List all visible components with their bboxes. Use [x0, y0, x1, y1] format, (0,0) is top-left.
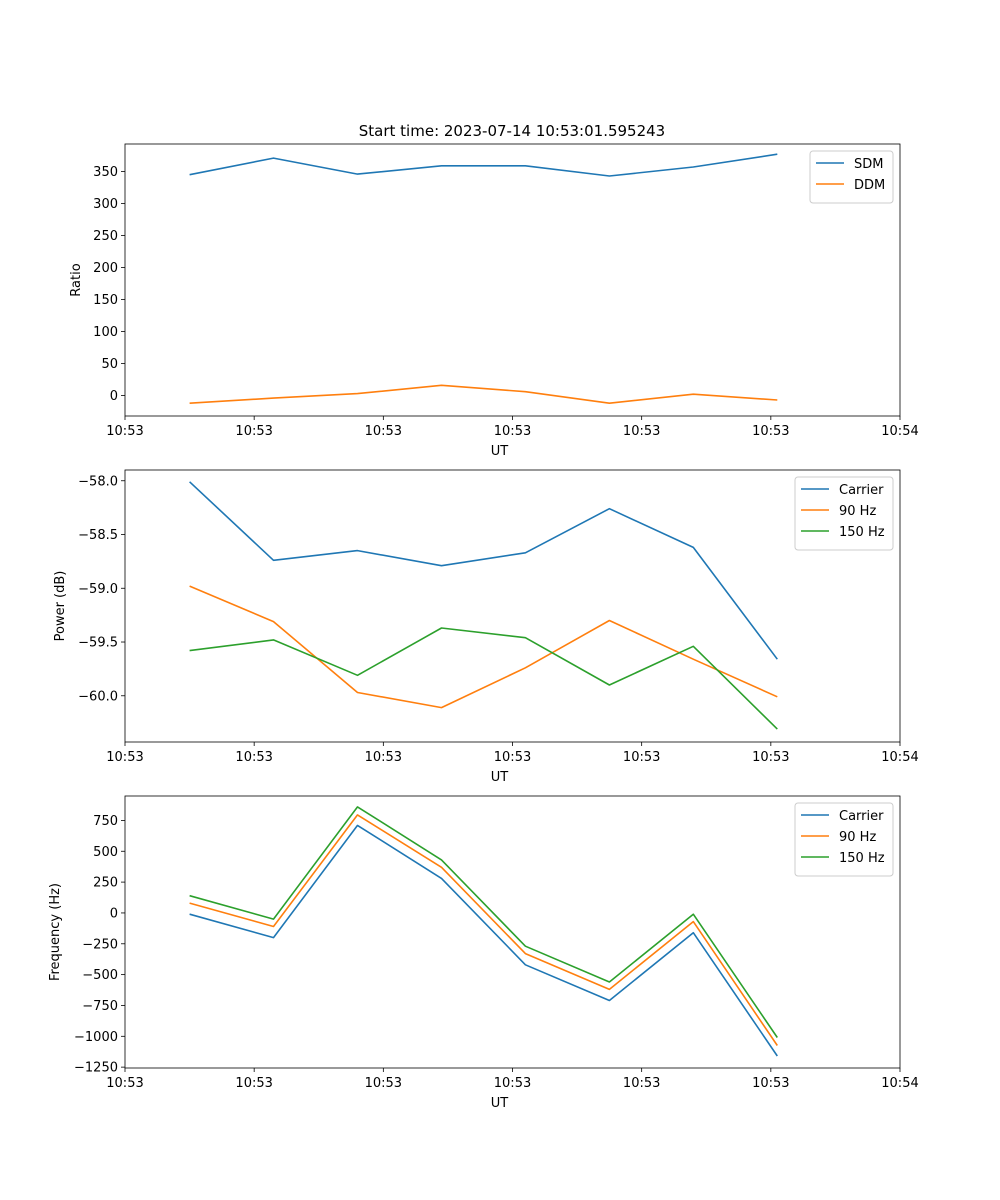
x-tick-label: 10:53	[365, 750, 402, 765]
x-tick-label: 10:53	[235, 750, 272, 765]
legend-label: 150 Hz	[839, 851, 885, 866]
series-line-ddm	[189, 384, 778, 405]
x-tick-label: 10:53	[235, 1076, 272, 1091]
y-tick-label: −750	[82, 999, 118, 1014]
legend: Carrier 90 Hz 150 Hz	[794, 802, 894, 877]
y-tick-label: −500	[82, 968, 118, 983]
x-tick-label: 10:53	[752, 424, 789, 439]
y-tick-label: −1250	[74, 1061, 118, 1076]
x-tick-label: 10:53	[623, 424, 660, 439]
x-tick-label: 10:54	[881, 1076, 918, 1091]
x-tick-label: 10:53	[494, 1076, 531, 1091]
legend: Carrier 90 Hz 150 Hz	[794, 476, 894, 551]
axes-frame	[124, 795, 901, 1069]
y-tick-label: 300	[93, 197, 118, 212]
y-tick-label: −60.0	[78, 689, 118, 704]
x-axis-label: UT	[491, 1096, 509, 1111]
x-axis-label: UT	[491, 770, 509, 785]
y-tick-label: 0	[110, 389, 118, 404]
series-line-carrier	[189, 824, 778, 1057]
y-tick-label: −1000	[74, 1030, 118, 1045]
x-tick-label: 10:53	[106, 424, 143, 439]
series-line-carrier	[189, 481, 778, 660]
legend-label: 90 Hz	[839, 830, 876, 845]
subplot-2: 10:53 10:53 10:53 10:53 10:53 10:53 10:54 −60.0…	[53, 469, 919, 785]
y-tick-label: −250	[82, 937, 118, 952]
legend: SDM DDM	[809, 150, 894, 204]
x-tick-label: 10:53	[106, 1076, 143, 1091]
plots-container: 10:53 10:53 10:53 10:53 10:53 10:53 10:54 0 50 10…	[48, 143, 919, 1111]
y-axis-label: Ratio	[69, 263, 84, 296]
x-tick-label: 10:53	[494, 750, 531, 765]
y-tick-label: 100	[93, 325, 118, 340]
y-tick-label: 500	[93, 845, 118, 860]
x-tick-label: 10:53	[752, 1076, 789, 1091]
y-tick-label: 0	[110, 906, 118, 921]
legend-label: Carrier	[839, 483, 884, 498]
x-tick-label: 10:53	[365, 424, 402, 439]
y-tick-label: 350	[93, 165, 118, 180]
legend-box	[809, 150, 894, 204]
subplot-1: 10:53 10:53 10:53 10:53 10:53 10:53 10:54 0 50 10…	[69, 143, 919, 459]
axes-frame	[124, 469, 901, 743]
subplot-3: 10:53 10:53 10:53 10:53 10:53 10:53 10:54 −1250…	[48, 795, 919, 1111]
x-tick-label: 10:53	[365, 1076, 402, 1091]
x-tick-label: 10:53	[752, 750, 789, 765]
y-tick-label: 50	[101, 357, 118, 372]
y-tick-label: 150	[93, 293, 118, 308]
y-tick-label: −59.0	[78, 582, 118, 597]
x-tick-label: 10:54	[881, 424, 918, 439]
legend-label: Carrier	[839, 809, 884, 824]
axes-frame	[124, 143, 901, 417]
x-tick-label: 10:53	[623, 750, 660, 765]
y-tick-label: −59.5	[78, 636, 118, 651]
x-tick-label: 10:54	[881, 750, 918, 765]
figure-title: Start time: 2023-07-14 10:53:01.595243	[359, 122, 665, 140]
x-tick-label: 10:53	[494, 424, 531, 439]
y-tick-label: −58.5	[78, 528, 118, 543]
series-line-150-hz	[189, 806, 778, 1038]
legend-label: 150 Hz	[839, 525, 885, 540]
x-axis-label: UT	[491, 444, 509, 459]
x-tick-label: 10:53	[235, 424, 272, 439]
y-tick-label: −58.0	[78, 474, 118, 489]
y-axis-label: Power (dB)	[53, 571, 68, 642]
x-tick-label: 10:53	[623, 1076, 660, 1091]
series-line-sdm	[189, 153, 778, 177]
x-tick-label: 10:53	[106, 750, 143, 765]
legend-label: DDM	[854, 178, 885, 193]
legend-label: 90 Hz	[839, 504, 876, 519]
y-tick-label: 250	[93, 229, 118, 244]
y-tick-label: 250	[93, 876, 118, 891]
y-tick-label: 750	[93, 814, 118, 829]
series-line-150-hz	[189, 627, 778, 730]
y-axis-label: Frequency (Hz)	[48, 883, 63, 981]
y-tick-label: 200	[93, 261, 118, 276]
legend-label: SDM	[854, 157, 883, 172]
series-line-90-hz	[189, 814, 778, 1046]
